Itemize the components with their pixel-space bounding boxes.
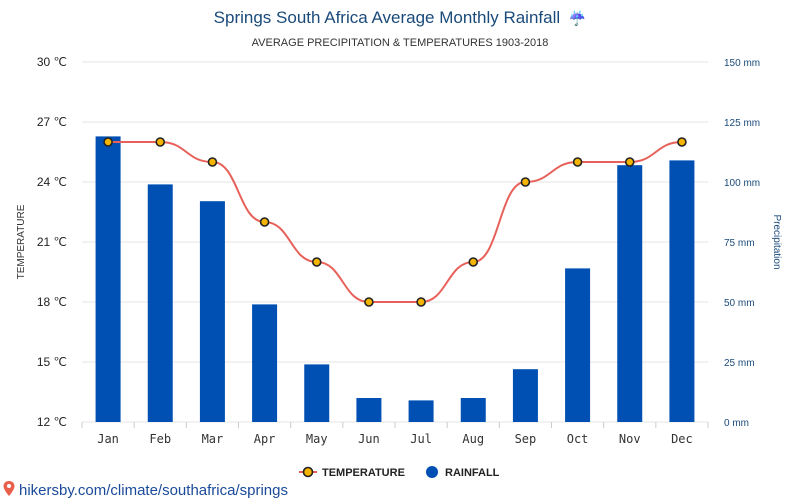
temperature-point[interactable] [677, 137, 687, 147]
rainfall-bar[interactable] [408, 400, 434, 422]
temperature-point[interactable] [311, 257, 322, 267]
chart-title: Springs South Africa Average Monthly Rai… [214, 8, 587, 27]
temperature-point[interactable] [468, 257, 479, 267]
rainfall-bar[interactable] [669, 160, 695, 422]
x-tick-label: Mar [202, 432, 224, 446]
rainfall-bar[interactable] [147, 184, 173, 422]
left-tick-label: 30 ℃ [37, 55, 67, 69]
x-axis-ticks: Jan Feb Mar Apr May Jun Jul Aug Sep Oct Nov Dec [81, 422, 709, 446]
temperature-point[interactable] [364, 297, 374, 307]
temperature-curve [108, 141, 682, 303]
right-tick-label: 150 mm [724, 58, 760, 69]
left-tick-label: 21 ℃ [37, 235, 67, 249]
rainfall-bar[interactable] [565, 268, 591, 422]
right-axis-ticks: 0 mm 25 mm 50 mm 75 mm 100 mm 125 mm 150 mm [724, 58, 760, 429]
x-tick-label: Feb [149, 432, 171, 446]
left-axis-ticks: 12 ℃ 15 ℃ 18 ℃ 21 ℃ 24 ℃ 27 ℃ 30 ℃ [37, 55, 67, 429]
footer-link[interactable]: hikersby.com/climate/southafrica/springs [3, 481, 289, 499]
x-tick-label: Apr [254, 432, 276, 446]
right-tick-label: 50 mm [724, 298, 755, 309]
right-tick-label: 0 mm [724, 418, 749, 429]
x-tick-label: Jun [358, 432, 380, 446]
x-tick-label: Aug [462, 432, 484, 446]
x-tick-label: Oct [567, 432, 589, 446]
rainfall-bar[interactable] [356, 398, 382, 422]
legend-item-rainfall[interactable]: RAINFALL [426, 466, 500, 479]
legend-label-temperature: TEMPERATURE [322, 467, 405, 479]
rainfall-bar[interactable] [512, 369, 538, 422]
legend-item-temperature[interactable]: TEMPERATURE [299, 466, 405, 479]
x-tick-label: Nov [619, 432, 641, 446]
right-tick-label: 125 mm [724, 118, 760, 129]
x-tick-label: Jan [97, 432, 119, 446]
legend[interactable]: TEMPERATURE RAINFALL [299, 466, 500, 479]
temperature-markers [103, 137, 687, 307]
temperature-point[interactable] [207, 157, 218, 167]
x-tick-label: Sep [515, 432, 537, 446]
legend-label-rainfall: RAINFALL [445, 467, 500, 479]
temperature-line [108, 141, 682, 303]
gridlines [82, 61, 708, 423]
footer-url[interactable]: hikersby.com/climate/southafrica/springs [19, 482, 288, 499]
left-tick-label: 12 ℃ [37, 415, 67, 429]
rainfall-bar[interactable] [95, 136, 121, 422]
x-tick-label: Jul [410, 432, 432, 446]
right-axis-title: Precipitation [771, 214, 782, 269]
right-tick-label: 100 mm [724, 178, 760, 189]
right-tick-label: 25 mm [724, 358, 755, 369]
temperature-point[interactable] [259, 217, 270, 227]
temperature-point[interactable] [520, 177, 531, 187]
x-tick-label: Dec [671, 432, 693, 446]
left-tick-label: 24 ℃ [37, 175, 67, 189]
left-axis-title: TEMPERATURE [16, 204, 27, 279]
temperature-point[interactable] [624, 157, 635, 167]
left-tick-label: 18 ℃ [37, 295, 67, 309]
umbrella-icon: ☔ [569, 9, 586, 27]
rainfall-bar[interactable] [460, 398, 486, 422]
temperature-point[interactable] [103, 137, 113, 147]
rainfall-bar[interactable] [304, 364, 330, 422]
rainfall-bar[interactable] [199, 201, 225, 422]
temperature-point[interactable] [572, 157, 583, 167]
rainfall-bars [95, 136, 695, 422]
location-pin-icon [3, 481, 15, 496]
right-tick-label: 75 mm [724, 238, 755, 249]
rainfall-bar[interactable] [252, 304, 278, 422]
x-tick-label: May [306, 432, 328, 446]
left-tick-label: 27 ℃ [37, 115, 67, 129]
legend-bar-swatch [426, 466, 438, 478]
chart-subtitle: AVERAGE PRECIPITATION & TEMPERATURES 190… [252, 37, 549, 49]
chart-title-text: Springs South Africa Average Monthly Rai… [214, 8, 561, 27]
rainfall-bar[interactable] [617, 165, 643, 422]
left-tick-label: 15 ℃ [37, 355, 67, 369]
legend-marker-swatch [302, 466, 314, 478]
temperature-point[interactable] [416, 297, 426, 307]
temperature-point[interactable] [155, 137, 166, 147]
